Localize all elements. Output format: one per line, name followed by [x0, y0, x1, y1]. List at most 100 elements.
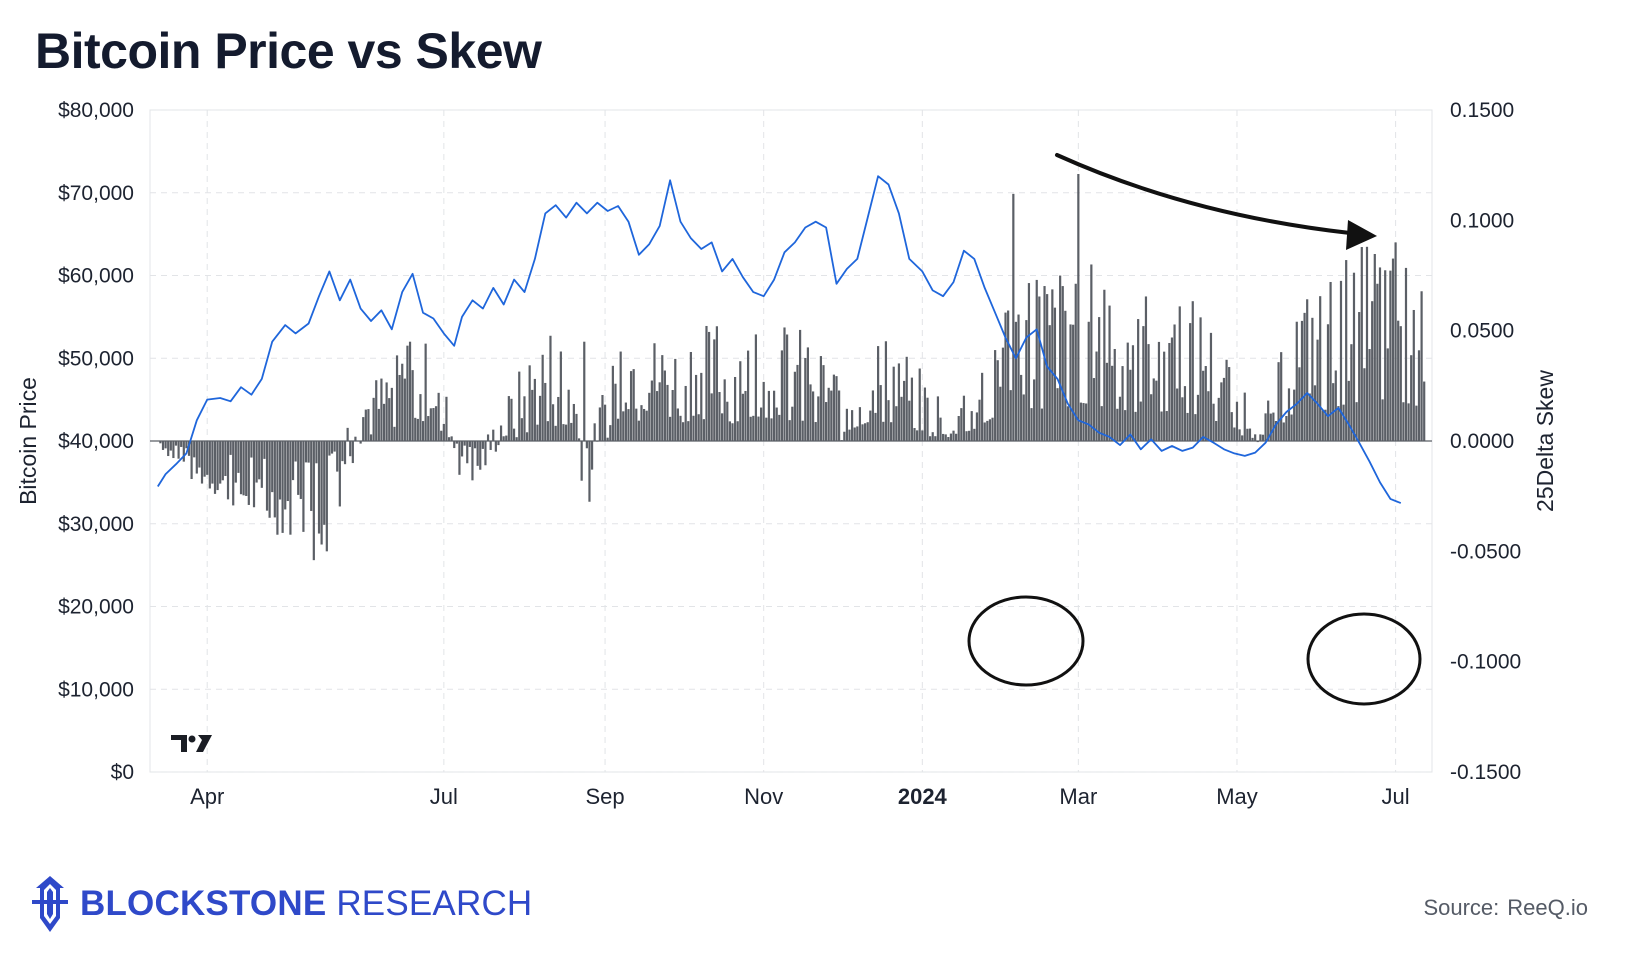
skew-bar — [806, 347, 810, 441]
skew-bar — [1238, 429, 1241, 441]
skew-bar — [278, 441, 282, 500]
skew-bar — [263, 441, 266, 459]
skew-bar — [1293, 389, 1296, 441]
skew-bar — [926, 397, 929, 441]
skew-bar — [723, 379, 726, 441]
skew-bar — [174, 441, 178, 446]
axes: $0 $10,000 $20,000 $30,000 $40,000 $50,000 $60… — [15, 99, 1558, 809]
skew-bar — [198, 441, 201, 468]
skew-bar — [861, 424, 864, 441]
skew-bar — [817, 396, 820, 441]
skew-bar — [957, 416, 960, 441]
skew-bar — [835, 376, 838, 441]
skew-bar — [515, 437, 518, 441]
skew-bar — [905, 356, 908, 441]
brand-logo: BLOCKSTONE RESEARCH — [30, 872, 532, 936]
skew-bar — [286, 441, 289, 502]
x-tick-label: 2024 — [898, 784, 948, 809]
skew-bar — [255, 441, 258, 483]
skew-bar — [281, 441, 284, 533]
skew-bar — [229, 441, 232, 455]
skew-bar — [812, 391, 815, 441]
skew-bar — [276, 441, 279, 535]
skew-bar — [978, 399, 981, 441]
skew-bar — [525, 432, 529, 441]
skew-bar — [671, 390, 674, 441]
skew-bar — [1345, 260, 1348, 441]
skew-bar — [486, 434, 490, 441]
source-credit: Source: ReeQ.io — [1423, 895, 1588, 921]
skew-bar — [681, 422, 685, 441]
skew-bar — [518, 371, 521, 441]
skew-bar — [619, 351, 622, 441]
skew-bar — [884, 341, 888, 441]
skew-bar — [1074, 283, 1077, 441]
skew-bar — [601, 395, 604, 441]
price-line — [157, 175, 1402, 504]
skew-bar — [1012, 193, 1015, 441]
skew-bar — [320, 441, 323, 545]
skew-bar — [908, 400, 911, 441]
skew-bar — [447, 437, 451, 441]
skew-bar — [1147, 344, 1150, 441]
skew-bar — [385, 382, 388, 441]
skew-bar — [702, 419, 705, 441]
skew-bar — [1397, 320, 1400, 441]
skew-bar — [195, 441, 198, 474]
skew-bar — [512, 428, 516, 441]
skew-bar — [328, 441, 331, 456]
skew-bar — [1267, 400, 1270, 441]
skew-bar — [1352, 272, 1356, 441]
skew-bar — [947, 437, 950, 441]
skew-bar — [903, 380, 906, 441]
skew-bar — [757, 416, 760, 441]
skew-bar — [213, 441, 217, 494]
skew-bar — [762, 381, 765, 441]
y-right-tick-label: -0.0500 — [1450, 540, 1521, 563]
skew-bar — [983, 422, 986, 441]
skew-bar — [502, 436, 505, 441]
skew-bar — [1303, 312, 1306, 441]
skew-bar — [484, 441, 487, 466]
skew-bar — [642, 408, 646, 441]
skew-bar — [375, 380, 378, 441]
skew-bar — [624, 402, 627, 441]
skew-bar — [819, 356, 823, 441]
skew-bar — [190, 441, 193, 480]
skew-bar — [1209, 332, 1213, 441]
trend-arrow-shaft — [1055, 153, 1352, 235]
skew-bar — [419, 394, 422, 441]
skew-bar — [307, 441, 310, 463]
skew-bar — [1384, 270, 1387, 441]
skew-bar — [268, 441, 271, 518]
skew-bar — [208, 441, 211, 489]
skew-bar — [1220, 382, 1223, 441]
skew-bar — [577, 438, 581, 441]
skew-bar — [1090, 264, 1093, 441]
skew-bar — [580, 441, 583, 481]
x-tick-label: Sep — [585, 784, 624, 809]
skew-bar — [1420, 291, 1423, 441]
skew-bar — [1069, 324, 1072, 441]
skew-bar — [996, 360, 999, 441]
skew-bar — [1222, 377, 1226, 441]
skew-bar — [1020, 374, 1023, 441]
skew-bar — [627, 409, 630, 441]
skew-bar — [1126, 342, 1129, 441]
skew-bar — [302, 441, 305, 532]
skew-bar — [942, 433, 945, 441]
skew-bar — [291, 441, 295, 481]
skew-bar — [1316, 339, 1319, 441]
y-left-axis-title: Bitcoin Price — [15, 377, 41, 505]
skew-bar — [970, 411, 973, 441]
skew-bar — [1376, 283, 1379, 441]
skew-bar — [359, 441, 362, 444]
highlight-circle — [967, 595, 1085, 687]
skew-bar — [765, 417, 768, 441]
skew-bar — [1030, 408, 1033, 441]
skew-bar — [952, 430, 955, 441]
skew-bar — [676, 408, 679, 441]
skew-bar — [851, 410, 854, 441]
skew-bar — [668, 416, 672, 441]
skew-bar — [1360, 247, 1363, 441]
